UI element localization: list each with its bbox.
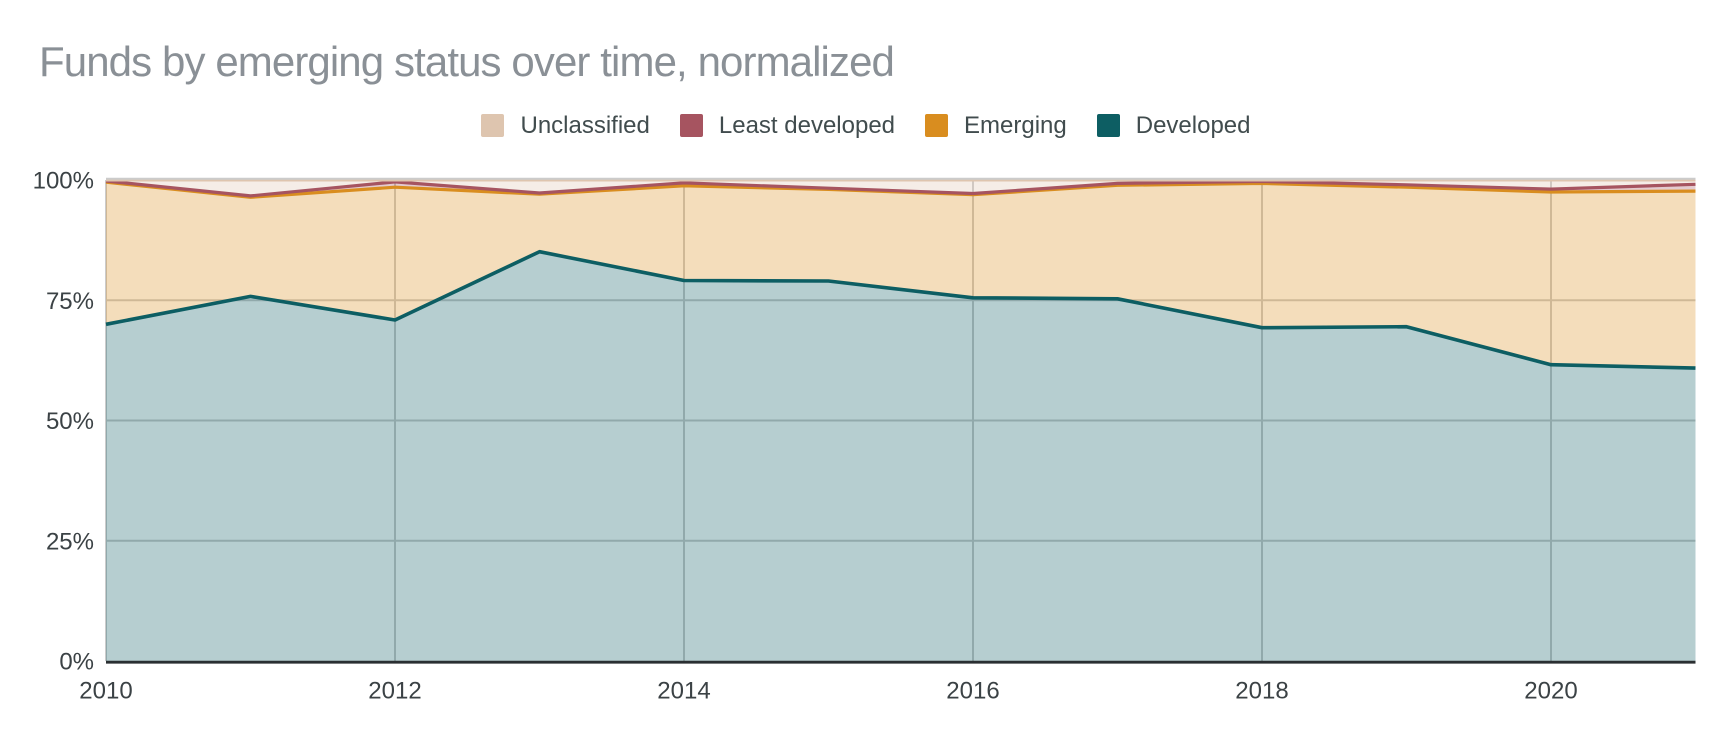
y-tick-label-75%: 75% xyxy=(46,288,94,315)
y-tick-label-0%: 0% xyxy=(59,649,94,676)
chart-legend: Unclassified Least developed Emerging De… xyxy=(0,111,1732,139)
legend-swatch-unclassified xyxy=(481,113,505,137)
x-tick-label-2016: 2016 xyxy=(946,678,999,705)
line-least-developed[interactable] xyxy=(105,179,1696,198)
legend-label-unclassified: Unclassified xyxy=(520,112,650,139)
y-tick-label-100%: 100% xyxy=(33,168,94,195)
legend-swatch-emerging xyxy=(925,113,949,137)
chart-title: Funds by emerging status over time, norm… xyxy=(39,38,895,85)
x-tick-label-2014: 2014 xyxy=(657,678,710,705)
legend-item-developed[interactable]: Developed xyxy=(1096,112,1251,139)
legend-label-least-developed: Least developed xyxy=(718,112,896,139)
legend-item-least-developed[interactable]: Least developed xyxy=(679,112,896,139)
legend-swatch-developed xyxy=(1096,113,1120,137)
x-tick-label-2010: 2010 xyxy=(79,678,132,705)
y-tick-label-25%: 25% xyxy=(46,528,94,555)
legend-label-developed: Developed xyxy=(1135,112,1251,139)
x-tick-label-2012: 2012 xyxy=(368,678,421,705)
area-unclassified[interactable] xyxy=(106,180,1696,196)
y-tick-label-50%: 50% xyxy=(46,408,94,435)
line-developed[interactable] xyxy=(105,249,1696,370)
legend-label-emerging: Emerging xyxy=(964,112,1067,139)
x-tick-label-2020: 2020 xyxy=(1524,678,1577,705)
area-developed[interactable] xyxy=(106,251,1696,661)
area-emerging[interactable] xyxy=(106,182,1696,369)
legend-item-emerging[interactable]: Emerging xyxy=(925,112,1067,138)
x-tick-label-2018: 2018 xyxy=(1235,678,1288,705)
legend-swatch-least-developed xyxy=(679,113,703,137)
legend-item-unclassified[interactable]: Unclassified xyxy=(481,112,650,139)
